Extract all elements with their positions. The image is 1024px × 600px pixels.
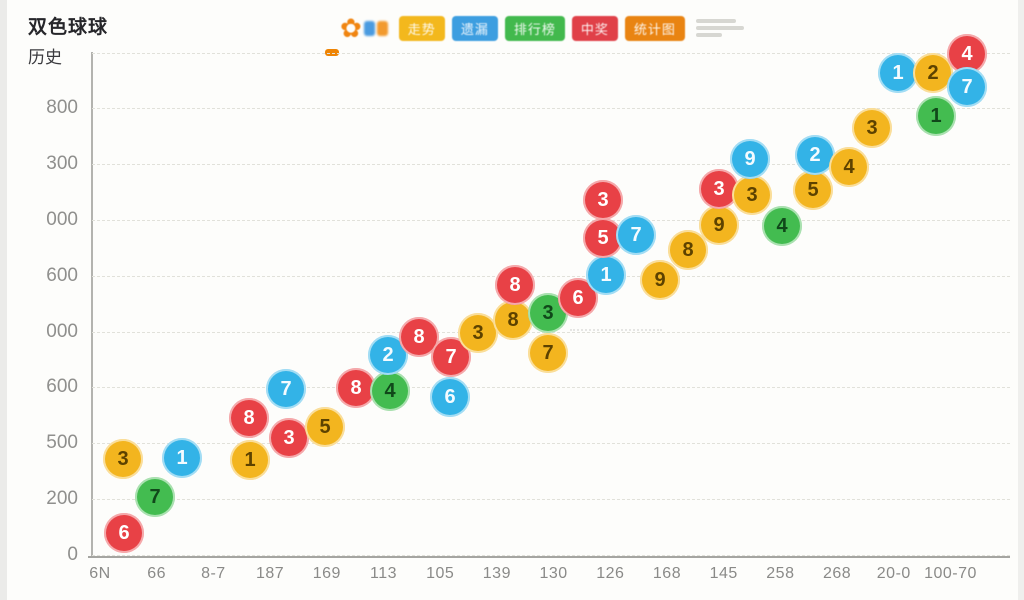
gridline (92, 499, 1010, 501)
gridline (92, 53, 1010, 54)
tab-button-yilou[interactable]: 遗漏 (451, 15, 498, 41)
x-axis-tick-label: 169 (312, 565, 341, 582)
x-axis-tick-label: 6N (89, 565, 111, 582)
lottery-ball-blue: 7 (266, 369, 306, 409)
gridline (92, 555, 1010, 556)
x-axis-tick-label: 20-0 (876, 565, 911, 582)
y-axis-tick-label: 0 (67, 544, 78, 565)
lottery-ball-yellow: 8 (668, 230, 708, 270)
lottery-ball-blue: 7 (616, 215, 656, 255)
site-logo[interactable]: ✿ (340, 15, 388, 41)
lottery-ball-blue: 2 (795, 135, 835, 175)
lottery-ball-red: 3 (583, 180, 623, 220)
x-axis-tick-label: 100-70 (924, 565, 977, 582)
gridline (92, 443, 1010, 445)
logo-glyph (363, 20, 375, 36)
gridline (92, 387, 1010, 389)
x-axis-tick-label: 113 (369, 565, 397, 582)
lottery-ball-blue: 7 (947, 67, 987, 107)
gridline (92, 219, 1010, 221)
lottery-ball-yellow: 2 (913, 53, 953, 93)
lottery-ball-yellow: 9 (640, 260, 680, 300)
lottery-ball-blue: 1 (586, 255, 626, 295)
lottery-ball-yellow: 3 (103, 439, 143, 479)
x-axis-tick-label: 139 (482, 565, 511, 582)
tab-button-zoushi[interactable]: 走势 (398, 15, 445, 41)
y-axis-tick-label: 000 (46, 208, 78, 230)
lottery-ball-red: 8 (399, 317, 439, 357)
window-right-edge (1018, 0, 1024, 600)
tab-button-paihang[interactable]: 排行榜 (504, 15, 565, 41)
x-axis-tick-label: 105 (426, 565, 455, 582)
y-axis-tick-label: 200 (46, 488, 78, 510)
legend-marker (325, 49, 339, 56)
x-axis-tick-label: 268 (822, 565, 852, 582)
lottery-ball-yellow: 3 (458, 313, 498, 353)
lottery-ball-blue: 6 (430, 377, 470, 417)
y-axis-tick-label: 500 (46, 432, 78, 454)
x-axis-tick-label: 145 (709, 565, 738, 582)
topbar-buttons: 走势 遗漏 排行榜 中奖 统计图 (398, 15, 685, 41)
x-axis-tick-label: 187 (255, 565, 285, 582)
x-axis-tick-label: 126 (596, 565, 625, 582)
info-text-line (695, 26, 744, 30)
y-axis-tick-label: 600 (46, 264, 78, 286)
lottery-ball-yellow: 9 (699, 205, 739, 245)
x-axis-tick-label: 168 (652, 565, 682, 582)
x-axis-tick-label: 130 (539, 565, 568, 582)
lottery-ball-yellow: 3 (732, 175, 772, 215)
y-axis-line (91, 52, 93, 557)
x-axis-line (88, 556, 1010, 558)
info-text-line (695, 19, 736, 23)
window-left-edge (0, 0, 7, 600)
topbar: ✿ 走势 遗漏 排行榜 中奖 统计图 (340, 13, 748, 43)
x-axis-tick-label: 258 (766, 565, 795, 582)
watermark (570, 329, 662, 336)
lottery-ball-yellow: 5 (305, 407, 345, 447)
lottery-ball-blue: 1 (162, 438, 202, 478)
lottery-ball-blue: 1 (878, 53, 918, 93)
lottery-ball-green: 1 (916, 96, 956, 136)
y-axis-tick-label: 000 (46, 320, 78, 342)
info-text-line (695, 33, 722, 37)
lottery-ball-red: 8 (495, 265, 535, 305)
y-axis-tick-label: 800 (46, 97, 78, 118)
lottery-ball-green: 7 (135, 477, 175, 517)
lottery-ball-yellow: 1 (230, 440, 270, 480)
lottery-ball-yellow: 3 (852, 108, 892, 148)
lottery-ball-green: 4 (762, 206, 802, 246)
y-axis-tick-label: 600 (46, 376, 78, 398)
gridline (92, 108, 1010, 109)
tab-button-tongji[interactable]: 统计图 (624, 15, 685, 41)
lottery-ball-red: 8 (336, 368, 376, 408)
lottery-ball-blue: 9 (730, 139, 770, 179)
logo-glyph (376, 20, 388, 36)
page-subtitle: 历史 (28, 48, 62, 67)
flower-logo-icon: ✿ (340, 13, 362, 43)
lottery-ball-red: 4 (947, 34, 987, 74)
lottery-ball-red: 5 (583, 218, 623, 258)
lottery-ball-yellow: 5 (793, 170, 833, 210)
x-axis-tick-label: 8-7 (201, 565, 226, 582)
lottery-ball-red: 6 (104, 513, 144, 553)
gridline (92, 275, 1010, 277)
info-text-block (692, 17, 748, 39)
lottery-ball-red: 8 (229, 398, 269, 438)
gridline (92, 163, 1010, 165)
y-axis-tick-label: 300 (46, 152, 78, 174)
lottery-ball-yellow: 7 (528, 333, 568, 373)
lottery-ball-yellow: 8 (493, 300, 533, 340)
lottery-ball-yellow: 4 (829, 147, 869, 187)
lottery-ball-red: 3 (269, 418, 309, 458)
page-title: 双色球球 (28, 17, 109, 38)
tab-button-zhongjiang[interactable]: 中奖 (571, 15, 618, 41)
lottery-ball-green: 4 (370, 371, 410, 411)
x-axis-tick-label: 66 (147, 565, 167, 582)
